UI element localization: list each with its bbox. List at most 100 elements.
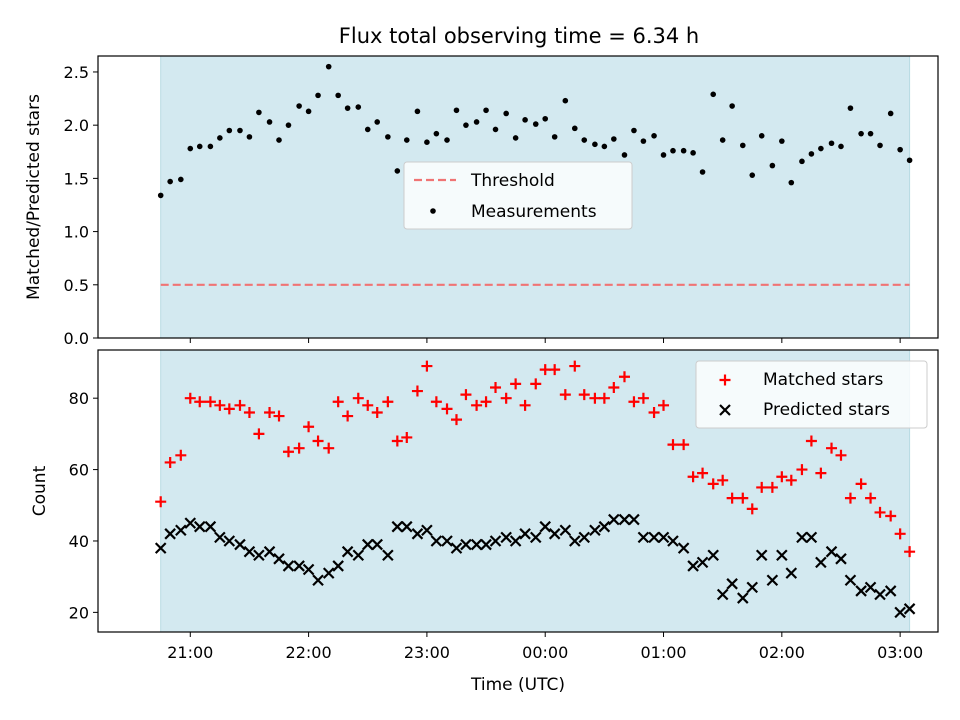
- predicted-star-point: [667, 535, 679, 547]
- measurement-point: [749, 172, 756, 178]
- bottom-y-axis-label: Count: [30, 465, 50, 516]
- measurement-point: [315, 92, 321, 99]
- predicted-star-point: [648, 531, 660, 544]
- matched-star-point: [658, 399, 670, 411]
- matched-star-point: [865, 492, 877, 504]
- matched-star-point: [293, 442, 305, 454]
- chart-title: Flux total observing time = 6.34 h: [339, 24, 699, 48]
- matched-star-point: [282, 446, 294, 458]
- predicted-star-point: [637, 531, 650, 544]
- matched-star-point: [589, 392, 601, 404]
- measurement-point: [424, 139, 430, 145]
- measurement-point: [799, 158, 805, 165]
- predicted-star-point: [332, 560, 344, 572]
- predicted-star-point: [707, 549, 719, 562]
- measurement-point: [178, 176, 184, 183]
- predicted-star-point: [598, 520, 611, 533]
- measurement-point: [581, 137, 588, 143]
- predicted-star-point: [835, 553, 847, 565]
- predicted-star-point: [263, 545, 276, 558]
- measurement-point: [266, 119, 273, 125]
- measurement-point: [187, 145, 194, 152]
- matched-star-point: [480, 396, 492, 408]
- predicted-star-point: [696, 556, 709, 569]
- predicted-star-point: [382, 549, 394, 562]
- matched-star-point: [805, 435, 817, 447]
- matched-star-point: [175, 449, 187, 461]
- predicted-star-point: [312, 574, 324, 587]
- matched-star-point: [737, 492, 749, 504]
- predicted-star-point: [273, 553, 285, 565]
- predicted-star-point: [716, 588, 729, 601]
- predicted-star-point: [322, 567, 335, 579]
- predicted-star-point: [578, 531, 591, 544]
- predicted-star-point: [441, 535, 453, 547]
- predicted-star-point: [519, 528, 531, 540]
- matched-star-point: [697, 467, 709, 479]
- measurement-point: [157, 192, 164, 199]
- measurement-point: [512, 135, 519, 141]
- top-y-tick-label: 0.5: [64, 276, 89, 295]
- matched-star-point: [608, 381, 620, 393]
- matched-star-point: [510, 378, 522, 390]
- measurement-point: [374, 119, 381, 125]
- predicted-star-point: [874, 588, 886, 601]
- bottom-plot-frame: [97, 349, 939, 633]
- legend-matched-label: Matched stars: [763, 370, 883, 390]
- bottom-panel: 20 40 60 80 21:00 22:00 23:00 00:00 01:00 02:00 0…: [30, 349, 939, 695]
- matched-star-point: [796, 464, 808, 476]
- predicted-star-point: [421, 524, 433, 537]
- measurement-point: [906, 157, 913, 164]
- matched-star-point: [678, 439, 690, 451]
- top-legend-box: [403, 161, 633, 230]
- bottom-legend: Matched stars Predicted stars: [695, 360, 928, 429]
- predicted-star-point: [855, 585, 867, 597]
- predicted-star-point: [766, 574, 779, 587]
- matched-star-point: [500, 392, 512, 404]
- matched-star-point: [421, 360, 433, 372]
- matched-star-point: [184, 392, 196, 404]
- matched-star-point: [549, 364, 561, 376]
- measurement-point: [710, 91, 717, 98]
- matched-star-point: [717, 474, 729, 486]
- predicted-star-point: [548, 528, 561, 540]
- measurement-point: [680, 147, 687, 154]
- predicted-star-point: [391, 520, 404, 533]
- measurement-point: [325, 63, 332, 70]
- predicted-star-point: [864, 581, 877, 594]
- predicted-star-point: [204, 520, 217, 533]
- measurement-point: [237, 127, 243, 134]
- predicted-star-point: [628, 513, 640, 526]
- predicted-star-point: [411, 528, 424, 540]
- matched-star-point: [687, 471, 699, 483]
- measurement-point: [167, 178, 173, 185]
- predicted-star-point: [293, 560, 305, 572]
- top-y-tick-label: 0.0: [64, 329, 89, 348]
- matched-star-point: [204, 396, 216, 408]
- matched-star-point: [559, 389, 571, 401]
- measurement-point: [335, 92, 341, 99]
- measurement-point: [897, 146, 903, 153]
- matched-star-point: [371, 406, 383, 418]
- matched-star-point: [194, 396, 206, 408]
- legend-matched-symbol: [719, 374, 731, 386]
- predicted-star-point: [755, 549, 768, 562]
- matched-star-point: [411, 385, 423, 397]
- matched-star-point: [164, 456, 176, 468]
- measurement-point: [719, 137, 726, 143]
- predicted-star-point: [805, 531, 818, 544]
- measurement-point: [246, 134, 253, 140]
- measurement-point: [444, 137, 450, 143]
- measurement-point: [660, 152, 667, 158]
- predicted-star-point: [282, 560, 295, 572]
- measurement-point: [296, 103, 302, 109]
- matched-star-point: [264, 406, 276, 418]
- measurement-point: [483, 107, 489, 114]
- measurement-point: [699, 169, 706, 175]
- measurement-point: [867, 130, 874, 137]
- matched-star-point: [539, 364, 551, 376]
- matched-star-point: [835, 449, 847, 461]
- matched-star-point: [667, 439, 679, 451]
- matched-star-point: [598, 392, 610, 404]
